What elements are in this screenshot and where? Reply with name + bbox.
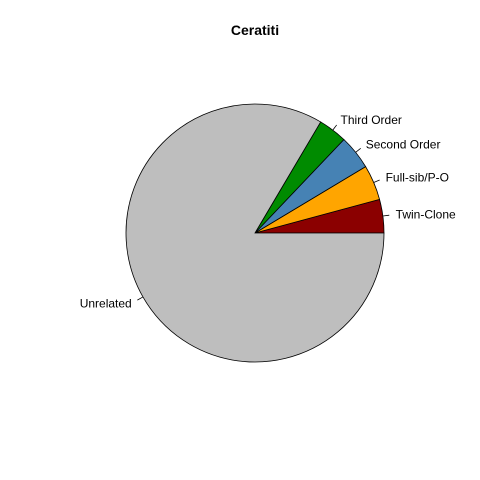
pie-leader-second-order bbox=[355, 147, 361, 153]
pie-label-full-sib-p-o: Full-sib/P-O bbox=[386, 171, 449, 185]
pie-slices bbox=[125, 103, 385, 363]
pie-label-second-order: Second Order bbox=[366, 137, 441, 151]
pie-label-unrelated: Unrelated bbox=[80, 297, 132, 311]
pie-leader-full-sib-p-o bbox=[373, 179, 380, 183]
pie-leader-unrelated bbox=[137, 296, 144, 301]
pie-leader-twin-clone bbox=[382, 214, 390, 217]
pie-slice-unrelated bbox=[125, 103, 385, 363]
pie-label-twin-clone: Twin-Clone bbox=[396, 208, 456, 222]
pie-leader-third-order bbox=[332, 124, 337, 131]
chart-title: Ceratiti bbox=[231, 22, 279, 38]
pie-label-third-order: Third Order bbox=[341, 113, 402, 127]
pie-labels: Twin-Clone Full-sib/P-O Second Order Third … bbox=[80, 113, 456, 311]
